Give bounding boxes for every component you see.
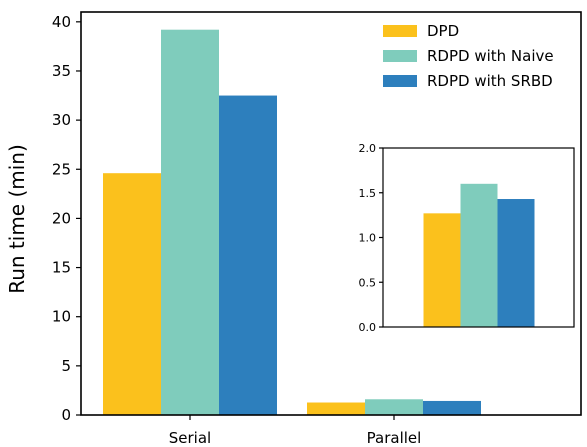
inset-bar-dpd xyxy=(423,213,461,327)
y-tick-label: 0 xyxy=(61,406,71,424)
main-plot-axes: 0 5 10 15 20 25 30 35 40 Serial Parallel xyxy=(52,11,582,447)
y-tick-label: 20 xyxy=(52,209,71,227)
y-tick-label: 30 xyxy=(52,111,71,129)
y-tick-label: 35 xyxy=(52,62,71,80)
bar-serial-rdpd-with-naive xyxy=(161,29,219,415)
bar-parallel-rdpd-with-naive xyxy=(365,399,423,415)
inset-y-tick-label: 0.5 xyxy=(359,276,377,289)
legend-swatch-dpd xyxy=(383,25,417,37)
y-tick-label: 25 xyxy=(52,160,71,178)
main-plot-frame xyxy=(80,11,582,416)
legend: DPD RDPD with Naive RDPD with SRBD xyxy=(383,22,554,90)
y-tick-label: 15 xyxy=(52,259,71,277)
y-tick-label: 5 xyxy=(61,357,71,375)
y-axis-label: Run time (min) xyxy=(5,144,29,294)
bar-parallel-dpd xyxy=(307,402,365,415)
legend-label-rdpd-with-srbd: RDPD with SRBD xyxy=(427,72,553,90)
bar-serial-dpd xyxy=(103,173,161,415)
inset-bar-rdpd-with-srbd xyxy=(497,199,535,327)
legend-label-dpd: DPD xyxy=(427,22,459,40)
legend-swatch-rdpd-with-srbd xyxy=(383,75,417,87)
inset-y-tick-label: 1.0 xyxy=(359,232,377,245)
inset-bar-rdpd-with-naive xyxy=(460,183,498,327)
x-tick-label-serial: Serial xyxy=(169,429,211,447)
inset-y-tick-label: 2.0 xyxy=(359,142,377,155)
inset-plot: 0.0 0.5 1.0 1.5 2.0 xyxy=(359,142,575,334)
bar-serial-rdpd-with-srbd xyxy=(219,95,277,416)
inset-y-tick-label: 0.0 xyxy=(359,321,377,334)
y-tick-label: 10 xyxy=(52,308,71,326)
main-plot-bars xyxy=(103,29,481,416)
legend-swatch-rdpd-with-naive xyxy=(383,50,417,62)
bar-parallel-rdpd-with-srbd xyxy=(423,400,481,415)
x-tick-label-parallel: Parallel xyxy=(367,429,422,447)
y-tick-label: 40 xyxy=(52,13,71,31)
legend-label-rdpd-with-naive: RDPD with Naive xyxy=(427,47,554,65)
inset-y-tick-label: 1.5 xyxy=(359,187,377,200)
